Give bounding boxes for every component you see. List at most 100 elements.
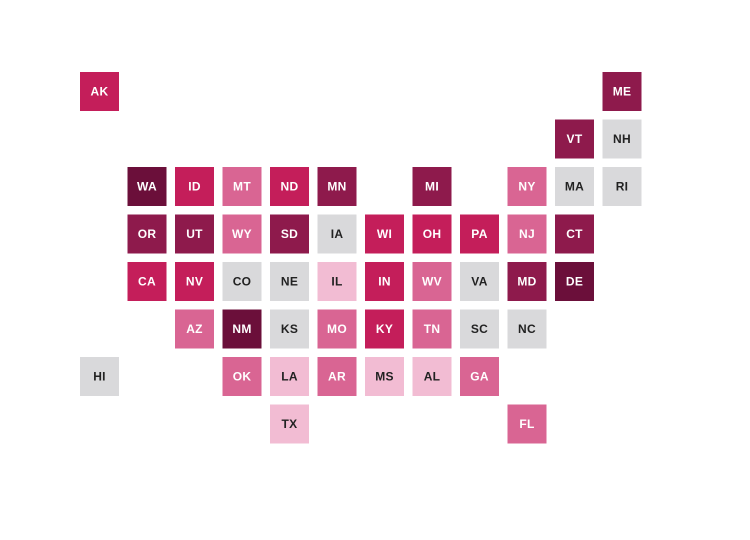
state-label: SD	[281, 227, 298, 241]
state-label: MN	[327, 180, 346, 194]
state-tile: KS	[270, 309, 309, 349]
state-tile: WI	[365, 214, 404, 254]
tile	[175, 309, 214, 349]
state-label: MA	[565, 180, 584, 194]
state-tile: ME	[602, 72, 642, 111]
state-label: AR	[328, 370, 346, 384]
state-label: MD	[517, 275, 536, 289]
state-label: TN	[424, 322, 441, 336]
state-label: NC	[518, 322, 536, 336]
state-tile: NJ	[507, 214, 547, 254]
tile	[412, 357, 452, 396]
state-label: WA	[137, 180, 157, 194]
state-tile: OH	[412, 214, 452, 254]
state-label: CO	[233, 275, 252, 289]
tile	[317, 262, 357, 301]
tile	[602, 119, 642, 159]
state-tile: AR	[317, 357, 357, 396]
state-label: IL	[331, 275, 342, 289]
state-tile: MT	[222, 167, 262, 206]
state-tile: TN	[412, 309, 452, 349]
tile	[365, 214, 404, 254]
tile	[270, 262, 309, 301]
state-tile: UT	[175, 214, 214, 254]
tile	[507, 214, 547, 254]
state-tile: MO	[317, 309, 357, 349]
tile	[222, 309, 262, 349]
state-tile: MI	[412, 167, 452, 206]
state-tile: MD	[507, 262, 547, 301]
state-label: AZ	[186, 322, 203, 336]
tile	[555, 119, 594, 159]
state-label: OK	[233, 370, 252, 384]
tile	[507, 309, 547, 349]
state-tile: WY	[222, 214, 262, 254]
state-label: AK	[91, 85, 109, 99]
state-label: TX	[282, 417, 298, 431]
state-tile: WV	[412, 262, 452, 301]
tile	[175, 214, 214, 254]
tile	[270, 357, 309, 396]
state-tile: VT	[555, 119, 594, 159]
tile	[317, 167, 357, 206]
state-label: SC	[471, 322, 488, 336]
state-tile: IN	[365, 262, 404, 301]
state-label: KY	[376, 322, 393, 336]
tile	[412, 309, 452, 349]
tile	[270, 309, 309, 349]
tile	[412, 167, 452, 206]
tile	[222, 357, 262, 396]
tile	[555, 167, 594, 206]
tile	[365, 262, 404, 301]
state-label: MO	[327, 322, 347, 336]
state-label: RI	[616, 180, 629, 194]
state-label: CT	[566, 227, 583, 241]
state-tile: KY	[365, 309, 404, 349]
tile	[80, 72, 119, 111]
state-label: CA	[138, 275, 156, 289]
tile	[127, 262, 167, 301]
tile	[365, 309, 404, 349]
state-tile: NE	[270, 262, 309, 301]
tile	[222, 262, 262, 301]
state-label: OH	[423, 227, 442, 241]
state-label: HI	[93, 370, 106, 384]
state-label: WY	[232, 227, 252, 241]
tile	[80, 357, 119, 396]
state-tile: OK	[222, 357, 262, 396]
state-label: DE	[566, 275, 583, 289]
state-label: LA	[281, 370, 298, 384]
state-label: WV	[422, 275, 442, 289]
state-label: VA	[471, 275, 487, 289]
state-tile: OR	[127, 214, 167, 254]
state-tile: AK	[80, 72, 119, 111]
state-tile: TX	[270, 404, 309, 444]
state-label: AL	[424, 370, 441, 384]
tile	[412, 262, 452, 301]
state-label: PA	[471, 227, 487, 241]
tile	[365, 357, 404, 396]
state-tile: CT	[555, 214, 594, 254]
state-tile: PA	[460, 214, 499, 254]
state-label: WI	[377, 227, 392, 241]
state-label: MT	[233, 180, 251, 194]
state-tile: NC	[507, 309, 547, 349]
state-tile: AL	[412, 357, 452, 396]
state-tile: SC	[460, 309, 499, 349]
tile	[460, 214, 499, 254]
tile	[127, 167, 167, 206]
tile	[317, 357, 357, 396]
tile	[270, 167, 309, 206]
state-tile: NY	[507, 167, 547, 206]
tile	[507, 167, 547, 206]
state-tile: ND	[270, 167, 309, 206]
state-label: NJ	[519, 227, 535, 241]
state-label: ND	[281, 180, 299, 194]
state-tile: MA	[555, 167, 594, 206]
tile	[222, 167, 262, 206]
state-label: ID	[188, 180, 201, 194]
state-tile: RI	[602, 167, 642, 206]
tile	[555, 262, 594, 301]
